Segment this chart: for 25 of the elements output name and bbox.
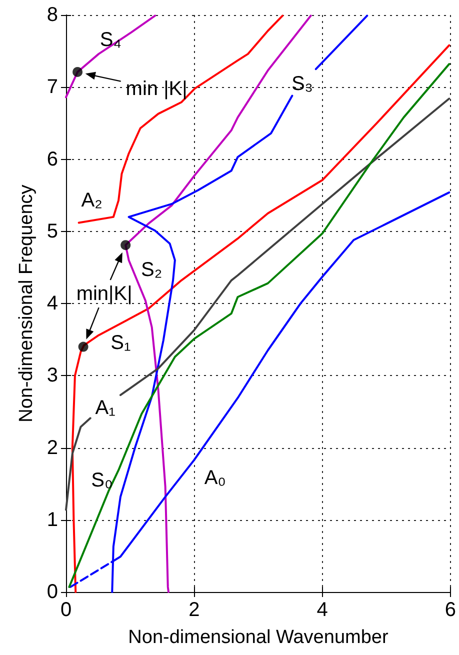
y-tick-label: 2 [46,436,58,459]
series-label: A₂ [81,190,102,212]
annotation: min |K| [126,78,188,100]
annotation: min|K| [76,282,132,305]
y-axis-title: Non-dimensional Frequency [16,184,37,422]
y-tick-label: 4 [46,292,58,314]
x-tick-label: 0 [60,599,72,621]
x-tick-label: 2 [188,599,200,621]
series-label: S₃ [291,72,313,95]
y-tick-label: 0 [46,581,58,603]
series-label: S₀ [91,469,113,492]
x-tick-label: 4 [316,599,328,621]
y-tick-label: 5 [46,220,58,242]
x-axis-title: Non-dimensional Wavenumber [128,627,389,648]
y-tick-label: 8 [46,4,58,26]
series-label: S₂ [141,259,162,282]
series-label: A₁ [95,397,116,420]
y-tick-label: 7 [46,76,58,98]
y-tick-label: 1 [46,508,58,531]
series-label: S₄ [100,28,122,51]
series-label: S₁ [110,332,131,354]
y-tick-label: 6 [46,148,58,170]
y-tick-label: 3 [46,364,58,387]
x-tick-label: 6 [444,599,456,621]
series-label: A₀ [204,467,226,490]
